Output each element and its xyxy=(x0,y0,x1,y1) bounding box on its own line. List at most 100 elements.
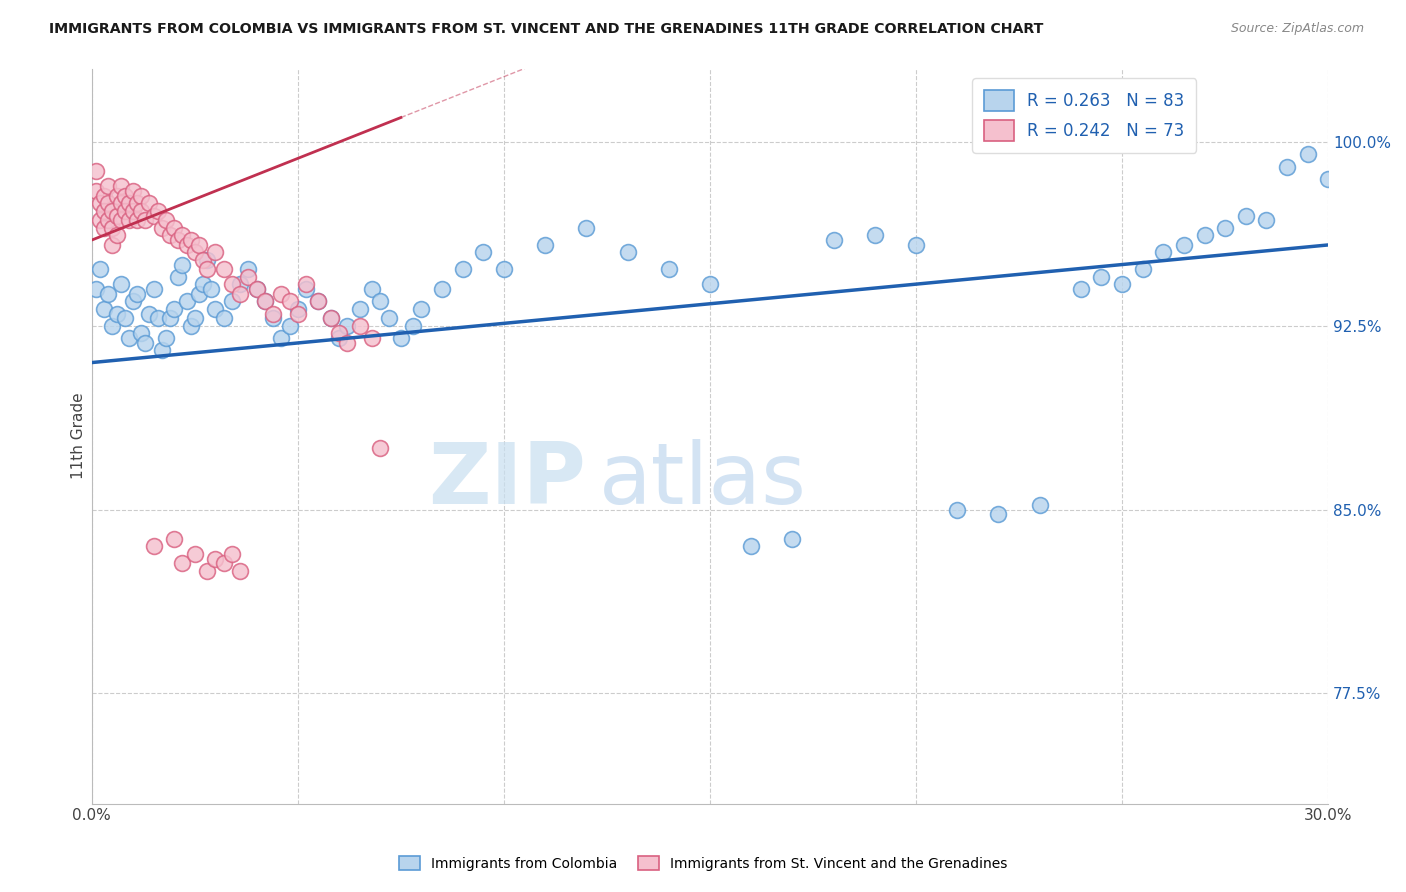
Point xyxy=(122,294,145,309)
Point xyxy=(118,196,141,211)
Point xyxy=(212,311,235,326)
Point xyxy=(105,189,128,203)
Point xyxy=(782,532,804,546)
Point xyxy=(184,245,207,260)
Point xyxy=(319,311,342,326)
Point xyxy=(1234,209,1257,223)
Point xyxy=(1213,220,1236,235)
Point xyxy=(155,331,177,345)
Point xyxy=(349,318,371,333)
Point xyxy=(389,331,412,345)
Point xyxy=(905,238,928,252)
Point xyxy=(127,213,149,227)
Point xyxy=(658,262,681,277)
Point xyxy=(361,331,384,345)
Point xyxy=(127,196,149,211)
Point xyxy=(195,262,218,277)
Point xyxy=(221,547,243,561)
Point xyxy=(159,311,181,326)
Point xyxy=(411,301,433,316)
Point xyxy=(987,508,1010,522)
Point xyxy=(307,294,329,309)
Point xyxy=(238,262,260,277)
Point xyxy=(191,277,214,292)
Point xyxy=(163,220,186,235)
Point xyxy=(105,228,128,243)
Point xyxy=(377,311,399,326)
Point xyxy=(262,307,284,321)
Text: ZIP: ZIP xyxy=(429,439,586,522)
Point xyxy=(287,301,309,316)
Point xyxy=(84,282,107,296)
Point xyxy=(142,282,165,296)
Point xyxy=(328,331,350,345)
Point xyxy=(93,189,115,203)
Point xyxy=(176,238,198,252)
Point xyxy=(180,233,202,247)
Point xyxy=(84,164,107,178)
Point xyxy=(1337,184,1360,198)
Point xyxy=(336,318,359,333)
Point xyxy=(146,311,169,326)
Point xyxy=(172,258,194,272)
Point xyxy=(534,238,557,252)
Point xyxy=(105,209,128,223)
Point xyxy=(129,189,152,203)
Point xyxy=(238,269,260,284)
Point xyxy=(270,331,292,345)
Point xyxy=(1296,147,1319,161)
Point xyxy=(176,294,198,309)
Point xyxy=(97,213,120,227)
Point xyxy=(1028,498,1050,512)
Legend: Immigrants from Colombia, Immigrants from St. Vincent and the Grenadines: Immigrants from Colombia, Immigrants fro… xyxy=(394,850,1012,876)
Point xyxy=(93,203,115,218)
Point xyxy=(195,564,218,578)
Point xyxy=(146,203,169,218)
Point xyxy=(195,252,218,267)
Legend: R = 0.263   N = 83, R = 0.242   N = 73: R = 0.263 N = 83, R = 0.242 N = 73 xyxy=(973,78,1197,153)
Point xyxy=(187,238,209,252)
Point xyxy=(361,282,384,296)
Point xyxy=(180,318,202,333)
Point xyxy=(114,189,136,203)
Point xyxy=(191,252,214,267)
Point xyxy=(307,294,329,309)
Point xyxy=(1090,269,1112,284)
Point xyxy=(184,547,207,561)
Point xyxy=(946,502,969,516)
Point xyxy=(97,179,120,194)
Point xyxy=(616,245,638,260)
Point xyxy=(101,203,124,218)
Point xyxy=(150,220,173,235)
Y-axis label: 11th Grade: 11th Grade xyxy=(72,392,86,479)
Point xyxy=(430,282,453,296)
Point xyxy=(1070,282,1092,296)
Point xyxy=(110,213,132,227)
Point xyxy=(204,551,226,566)
Point xyxy=(270,287,292,301)
Point xyxy=(402,318,425,333)
Point xyxy=(368,294,391,309)
Point xyxy=(863,228,886,243)
Point xyxy=(110,277,132,292)
Point xyxy=(134,213,156,227)
Point xyxy=(204,301,226,316)
Point xyxy=(97,287,120,301)
Point xyxy=(368,442,391,456)
Point xyxy=(1152,245,1174,260)
Point xyxy=(1111,277,1133,292)
Point xyxy=(246,282,269,296)
Text: Source: ZipAtlas.com: Source: ZipAtlas.com xyxy=(1230,22,1364,36)
Point xyxy=(101,220,124,235)
Point xyxy=(172,557,194,571)
Point xyxy=(740,539,762,553)
Point xyxy=(823,233,845,247)
Point xyxy=(167,233,190,247)
Point xyxy=(187,287,209,301)
Point xyxy=(118,331,141,345)
Point xyxy=(163,532,186,546)
Point xyxy=(472,245,495,260)
Point xyxy=(328,326,350,340)
Point xyxy=(129,326,152,340)
Point xyxy=(167,269,190,284)
